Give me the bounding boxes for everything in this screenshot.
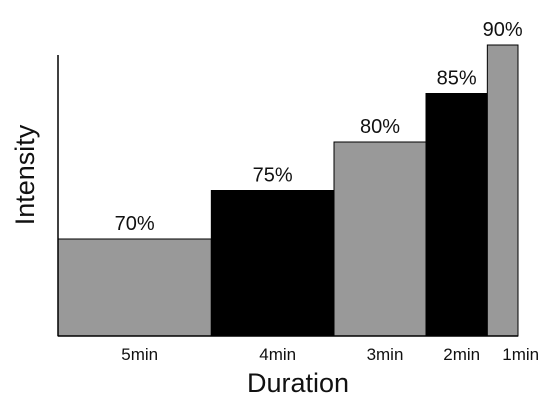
data-label-2min: 85% [437,68,477,90]
y-axis-title: Intensity [10,124,40,225]
x-tick-labels-group: 5min 4min 3min 2min 1min [121,345,539,364]
x-tick-label-3min: 3min [367,345,404,364]
bar-1min [486,44,519,337]
data-labels-group: 70% 75% 80% 85% 90% [115,19,523,235]
x-tick-label-4min: 4min [259,345,296,364]
x-axis-title: Duration [247,368,349,398]
x-tick-label-1min: 1min [502,345,539,364]
bar-2min [425,93,488,337]
bar-3min [333,141,427,337]
data-label-3min: 80% [360,116,400,138]
data-label-4min: 75% [253,165,293,187]
x-tick-label-2min: 2min [443,345,480,364]
data-label-1min: 90% [483,19,523,41]
bar-5min [57,238,212,337]
x-tick-label-5min: 5min [121,345,158,364]
data-label-5min: 70% [115,213,155,235]
bar-4min [210,190,335,337]
bars-group [57,44,519,337]
